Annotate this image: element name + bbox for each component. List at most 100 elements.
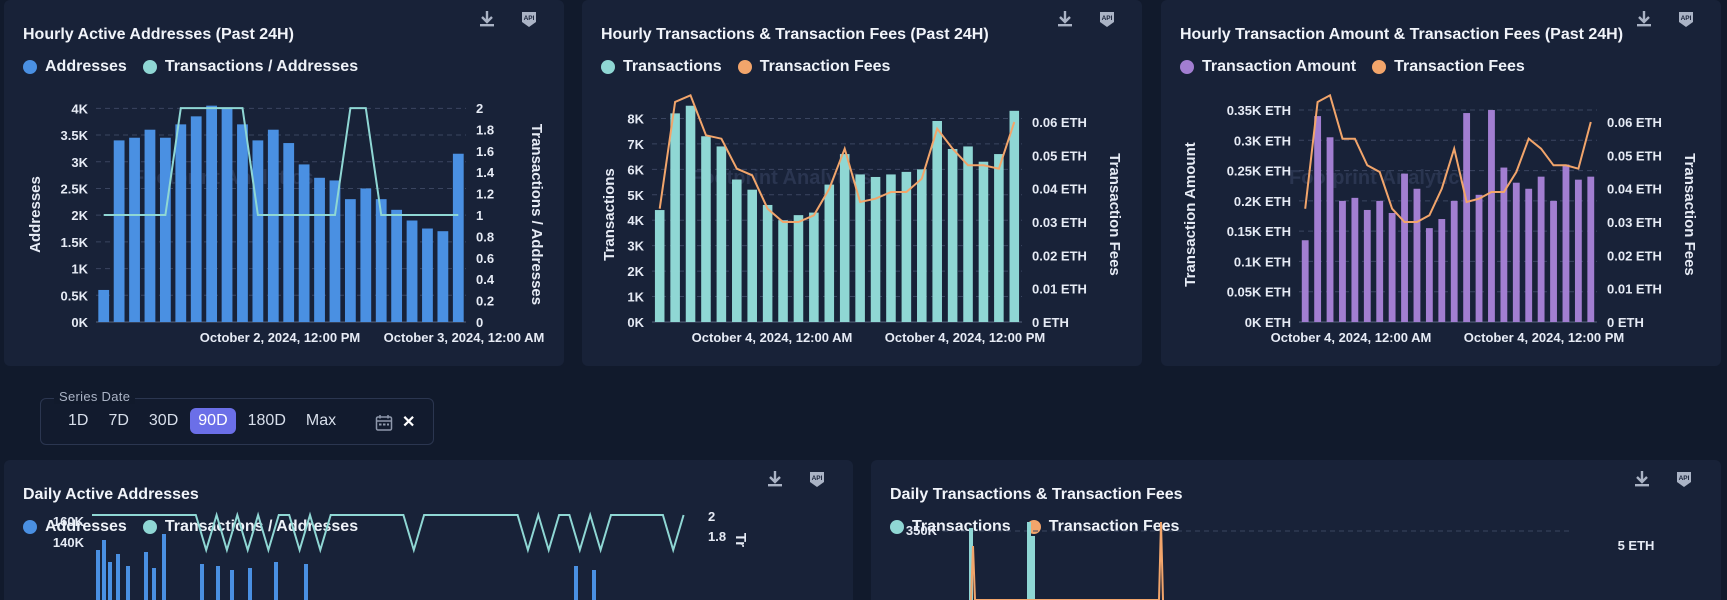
legend-item-transactions[interactable]: Transactions bbox=[601, 58, 722, 76]
card-title: Hourly Transaction Amount & Transaction … bbox=[1180, 26, 1624, 43]
card-tools: API bbox=[1054, 8, 1118, 30]
y2-tick-label: 0.4 bbox=[476, 272, 495, 287]
bar bbox=[283, 143, 295, 322]
period-30d[interactable]: 30D bbox=[148, 412, 179, 429]
bar bbox=[1488, 110, 1495, 322]
bar bbox=[113, 140, 125, 322]
y-tick-label: 1K bbox=[627, 290, 644, 305]
calendar-icon[interactable] bbox=[375, 414, 393, 437]
bar bbox=[1512, 182, 1520, 322]
y-tick-label: 0.1K ETH bbox=[1234, 254, 1291, 269]
bar bbox=[1587, 176, 1595, 322]
y-tick-label: 140K bbox=[53, 535, 85, 550]
api-icon[interactable]: API bbox=[1096, 8, 1118, 30]
y2-tick-label: 0.01 ETH bbox=[1607, 282, 1662, 297]
y-tick-label: 3K bbox=[71, 155, 88, 170]
close-icon[interactable]: ✕ bbox=[402, 414, 416, 431]
chart-legend: Transaction Amount Transaction Fees bbox=[1180, 58, 1525, 76]
chart-hourly-active-addresses: Footprint Analytics0K0.5K1K1.5K2K2.5K3K3… bbox=[27, 101, 545, 345]
y2-tick-label: 2 bbox=[476, 101, 483, 116]
bar bbox=[1031, 536, 1035, 600]
api-icon[interactable]: API bbox=[1675, 8, 1697, 30]
bar bbox=[670, 113, 680, 322]
y-axis-title: Transaction Amount bbox=[1182, 142, 1199, 286]
bar bbox=[1463, 113, 1471, 322]
y2-tick-label: 2 bbox=[708, 509, 715, 524]
download-icon[interactable] bbox=[1054, 8, 1076, 30]
y2-tick-label: 0.03 ETH bbox=[1032, 215, 1087, 230]
y-tick-label: 0.15K ETH bbox=[1227, 224, 1291, 239]
y2-tick-label: 0.03 ETH bbox=[1607, 215, 1662, 230]
legend-item-transaction-amount[interactable]: Transaction Amount bbox=[1180, 58, 1356, 76]
bar bbox=[1027, 522, 1031, 600]
api-icon[interactable]: API bbox=[806, 468, 828, 490]
card-title: Hourly Transactions & Transaction Fees (… bbox=[601, 26, 989, 43]
y-tick-label: 0.25K ETH bbox=[1227, 164, 1291, 179]
y2-tick-label: 0 ETH bbox=[1032, 315, 1069, 330]
bar bbox=[824, 184, 835, 322]
legend-dot bbox=[23, 60, 37, 74]
legend-item-transaction-fees[interactable]: Transaction Fees bbox=[1372, 58, 1525, 76]
y-axis-title: Transactions bbox=[601, 168, 618, 261]
x-tick-label: October 4, 2024, 12:00 PM bbox=[885, 330, 1045, 345]
series-date-label: Series Date bbox=[54, 389, 136, 404]
bar bbox=[870, 176, 881, 322]
legend-dot bbox=[142, 520, 157, 534]
y-tick-label: 160K bbox=[53, 514, 85, 529]
period-90d[interactable]: 90D bbox=[190, 408, 236, 434]
api-icon[interactable]: API bbox=[1673, 468, 1695, 490]
bar bbox=[969, 528, 973, 600]
bar bbox=[917, 169, 927, 322]
bar bbox=[932, 120, 942, 322]
api-label: API bbox=[1679, 475, 1690, 482]
legend-dot bbox=[1372, 60, 1387, 74]
bar bbox=[762, 204, 773, 322]
y-tick-label: 2K bbox=[627, 264, 644, 279]
bar bbox=[162, 534, 166, 600]
legend-item-transactions-per-address[interactable]: Transactions / Addresses bbox=[142, 58, 358, 76]
download-icon[interactable] bbox=[1631, 468, 1653, 490]
period-180d[interactable]: 180D bbox=[247, 412, 286, 429]
bar bbox=[1363, 209, 1371, 322]
bar bbox=[994, 154, 1004, 322]
y-tick-label: 8K bbox=[627, 111, 644, 126]
y-tick-label: 3.5K bbox=[61, 128, 89, 143]
bar bbox=[1314, 116, 1322, 323]
bar bbox=[747, 189, 757, 322]
legend-item-addresses[interactable]: Addresses bbox=[23, 518, 127, 536]
y-tick-label: 0K bbox=[627, 315, 644, 330]
bar bbox=[126, 566, 130, 600]
period-max[interactable]: Max bbox=[305, 412, 337, 429]
bar bbox=[1301, 240, 1309, 322]
legend-dot bbox=[601, 60, 615, 74]
legend-dot bbox=[23, 520, 37, 534]
card-title: Hourly Active Addresses (Past 24H) bbox=[23, 26, 294, 43]
api-icon[interactable]: API bbox=[518, 8, 540, 30]
bar bbox=[1413, 188, 1421, 322]
bar bbox=[1537, 176, 1545, 322]
download-icon[interactable] bbox=[1633, 8, 1655, 30]
y2-axis-title: Transaction Fees bbox=[1106, 153, 1123, 276]
y-tick-label: 4K bbox=[627, 213, 644, 228]
period-1d[interactable]: 1D bbox=[68, 412, 89, 429]
bar bbox=[221, 108, 233, 322]
y2-tick-label: 0.01 ETH bbox=[1032, 282, 1087, 297]
download-icon[interactable] bbox=[764, 468, 786, 490]
y2-tick-label: 1.6 bbox=[476, 144, 494, 159]
legend-item-transactions[interactable]: Transactions bbox=[890, 518, 1011, 536]
bar bbox=[1376, 200, 1384, 322]
period-7d[interactable]: 7D bbox=[108, 412, 129, 429]
x-tick-label: October 4, 2024, 12:00 AM bbox=[692, 330, 853, 345]
y2-tick-label: 0.6 bbox=[476, 251, 494, 266]
bar bbox=[108, 562, 112, 600]
legend-item-transaction-fees[interactable]: Transaction Fees bbox=[737, 58, 890, 76]
y2-tick-label: 0.8 bbox=[476, 229, 494, 244]
y-tick-label: 2.5K bbox=[61, 181, 89, 196]
download-icon[interactable] bbox=[476, 8, 498, 30]
legend-item-addresses[interactable]: Addresses bbox=[23, 58, 127, 76]
chart-card-hourly-transactions-fees: Hourly Transactions & Transaction Fees (… bbox=[582, 0, 1142, 366]
bar bbox=[592, 570, 596, 600]
card-tools: API bbox=[476, 8, 540, 30]
bar bbox=[654, 210, 665, 322]
bar bbox=[574, 566, 578, 600]
